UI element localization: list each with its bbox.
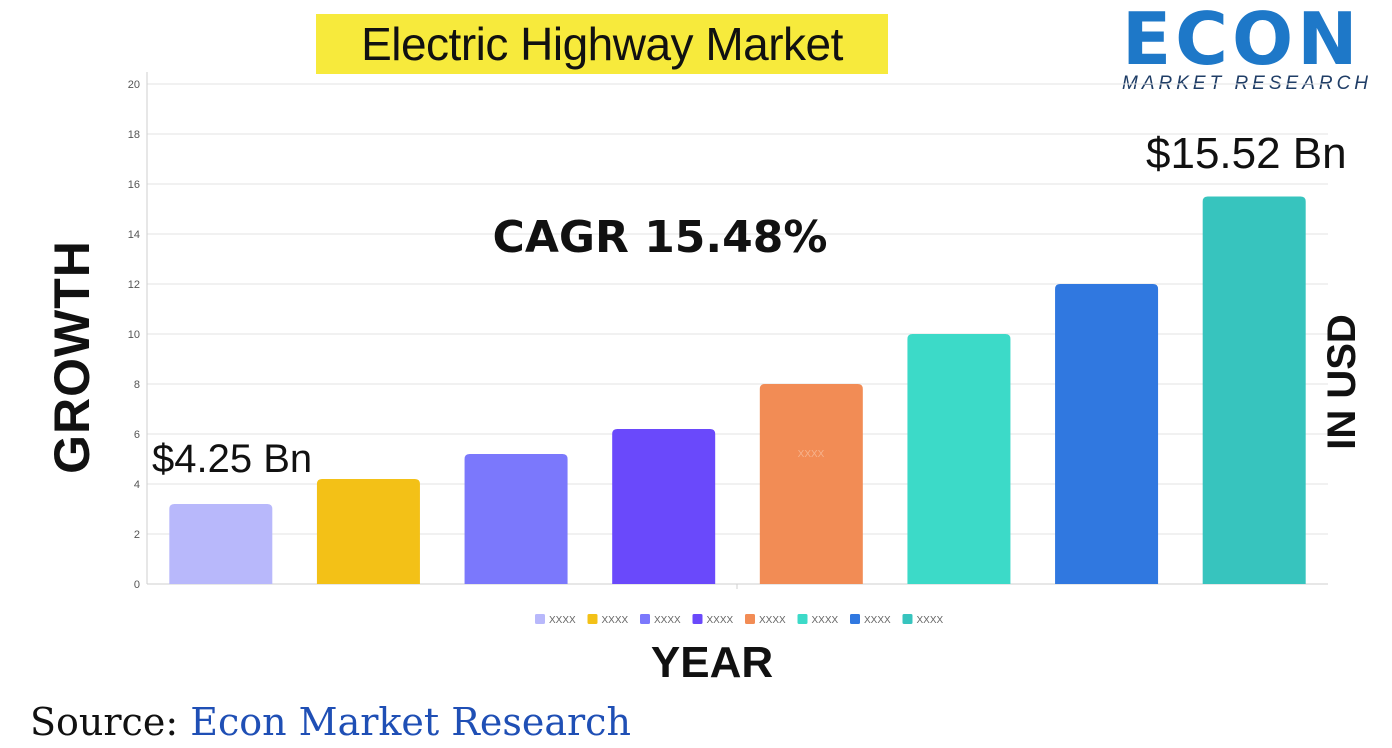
legend-swatch[interactable] [640,614,650,624]
y-tick-label: 10 [128,329,140,341]
bar [316,479,420,584]
unit-label: IN USD [1320,314,1364,450]
y-tick-label: 0 [134,579,140,591]
y-tick-label: 2 [134,529,140,541]
bar [169,504,273,584]
title-highlight: Electric Highway Market [316,14,888,74]
bars [169,196,1306,584]
legend-swatch[interactable] [587,614,598,624]
chart-title: Electric Highway Market [361,18,843,70]
bar [759,384,863,584]
legend-label[interactable]: XXXX [602,615,629,626]
logo-wordmark: ECON [1122,0,1362,81]
y-tick-label: 12 [128,279,140,291]
start-value-label: $4.25 Bn [152,437,312,481]
y-tick-labels: 0 2 4 6 8 10 12 14 16 18 20 [128,79,140,591]
legend-label[interactable]: XXXX [549,615,576,626]
legend-swatch[interactable] [692,614,703,624]
x-axis-label: YEAR [650,638,774,687]
bar-inner-label: XXXX [798,449,825,460]
legend-swatch[interactable] [902,614,913,624]
bar [612,429,716,584]
source-name: Econ Market Research [190,700,631,744]
legend-label[interactable]: XXXX [707,615,734,626]
y-tick-label: 14 [128,229,140,241]
bar [1202,196,1306,584]
y-tick-label: 4 [134,479,140,491]
legend-label[interactable]: XXXX [759,615,786,626]
y-tick-label: 18 [128,129,140,141]
legend-swatch[interactable] [797,614,808,624]
end-value-label: $15.52 Bn [1146,129,1347,178]
legend-swatch[interactable] [535,614,545,624]
cagr-label: CAGR 15.48% [493,212,828,263]
source-label: Source: [30,700,179,744]
bar [1055,284,1159,584]
legend-label[interactable]: XXXX [917,615,944,626]
y-tick-label: 16 [128,179,140,191]
bar [907,334,1011,584]
legend-label[interactable]: XXXX [812,615,839,626]
legend-swatch[interactable] [850,614,860,624]
y-tick-label: 20 [128,79,140,91]
y-tick-label: 8 [134,379,140,391]
legend-label[interactable]: XXXX [654,615,681,626]
legend-swatch[interactable] [745,614,755,624]
legend-label[interactable]: XXXX [864,615,891,626]
y-axis-label: GROWTH [44,240,100,474]
bar [464,454,568,584]
legend: XXXX XXXX XXXX XXXX XXXX XXXX XXXX XXXX [535,614,944,626]
source-line: Source: Econ Market Research [30,698,790,746]
y-tick-label: 6 [134,429,140,441]
